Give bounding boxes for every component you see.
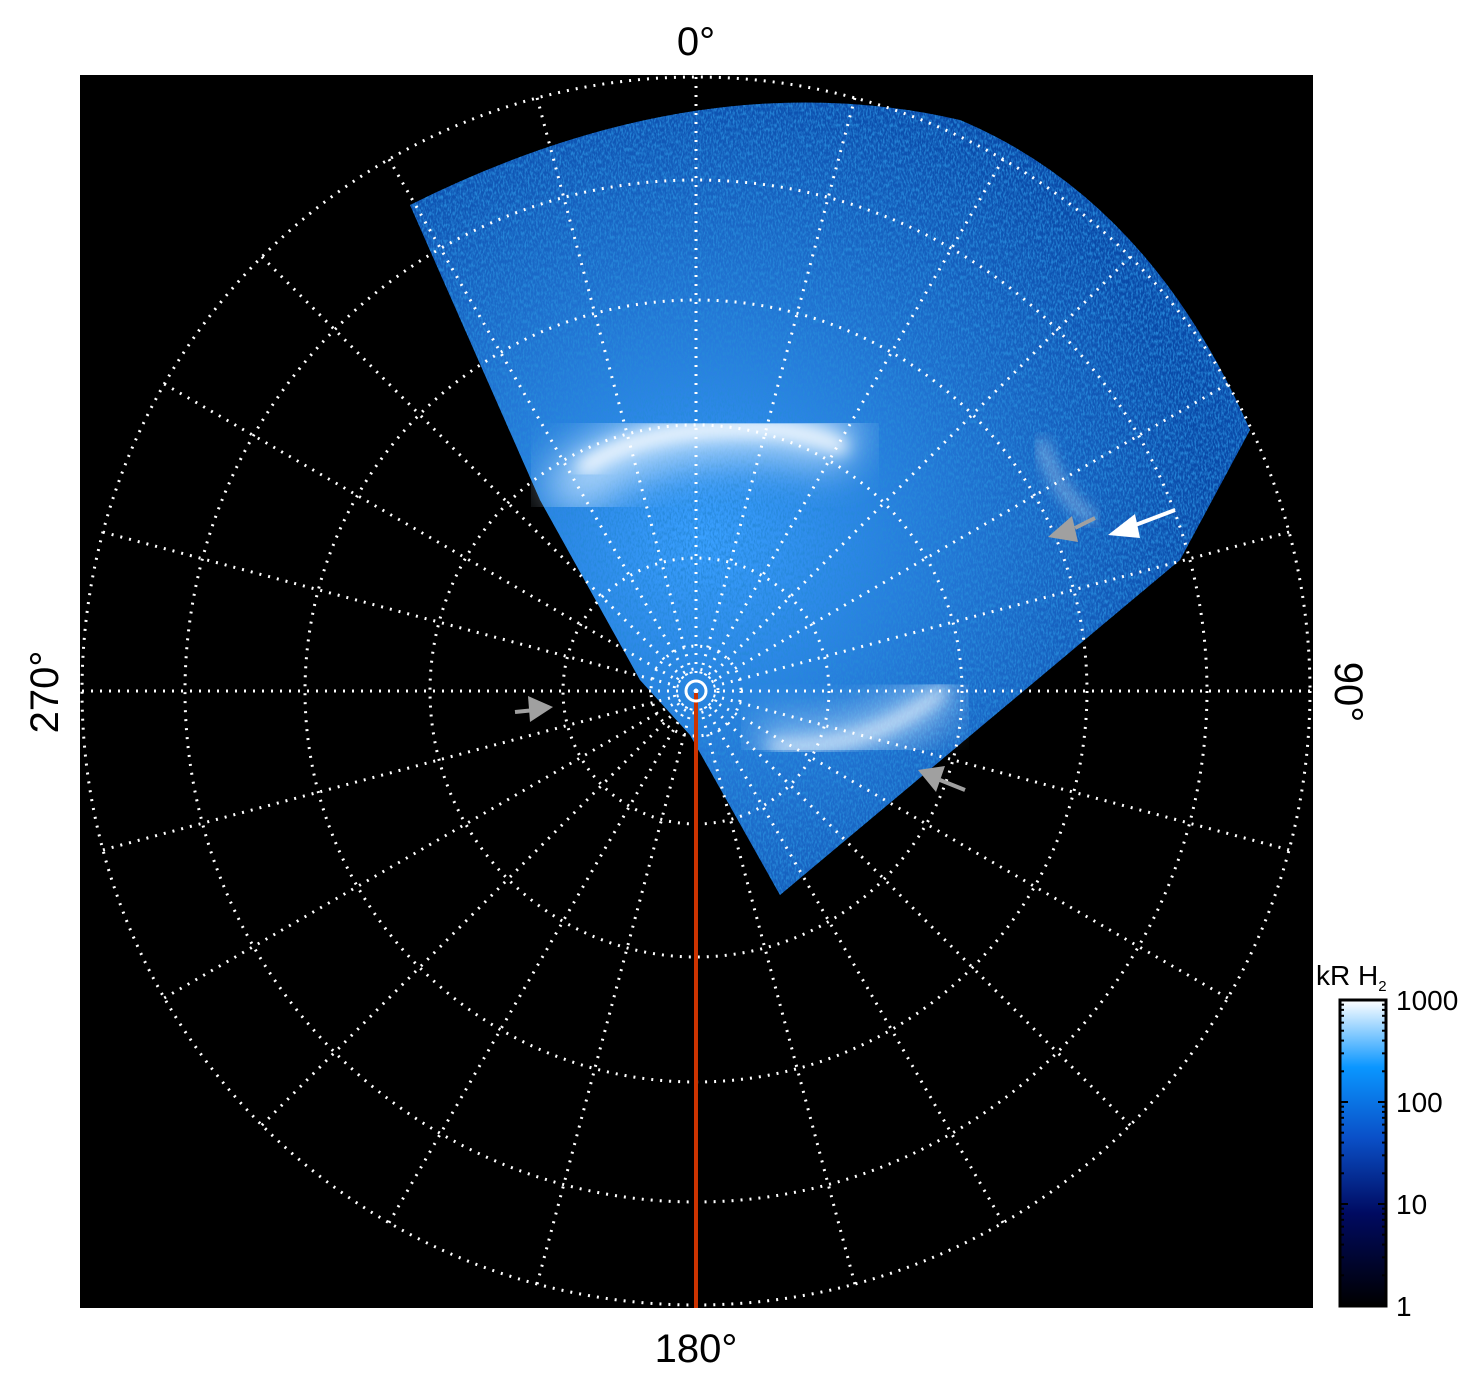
arrows (514, 508, 1176, 792)
colorbar-gradient (1338, 998, 1388, 1308)
colorbar: kR H2 1 10 100 1000 (1316, 960, 1458, 1322)
meridian-line (535, 96, 698, 692)
meridian-line (101, 530, 697, 693)
meridian-line (162, 382, 697, 693)
meridian-line (387, 157, 698, 692)
meridian-line (260, 689, 698, 1127)
meridian-line (694, 690, 1005, 1225)
colorbar-tick-label: 1 (1396, 1291, 1412, 1322)
arrow-gray-3 (514, 696, 553, 722)
angle-label-180: 180° (655, 1327, 738, 1371)
meridian-line (260, 255, 698, 693)
meridian-line (387, 690, 698, 1225)
meridian-line (162, 689, 697, 1000)
emission-noise (410, 102, 1250, 895)
meridian-line (695, 689, 1230, 1000)
arrow-gray-2 (918, 766, 966, 792)
colorbar-label-text: kR H (1316, 960, 1378, 991)
colorbar-tick-label: 1000 (1396, 985, 1458, 1016)
angle-label-270: 270° (23, 651, 67, 734)
colorbar-ticks: 1 10 100 1000 (1340, 985, 1458, 1322)
colorbar-label-subscript: 2 (1378, 978, 1386, 995)
meridian-line (695, 689, 1291, 852)
angle-label-90: 90° (1326, 662, 1370, 723)
colorbar-tick-label: 100 (1396, 1087, 1443, 1118)
meridian-line (694, 96, 857, 692)
latitude-ring (428, 423, 964, 959)
meridian-line (694, 255, 1132, 693)
meridian-line (101, 689, 697, 852)
meridian-line (695, 530, 1291, 693)
pole-marker (684, 679, 708, 703)
angle-label-0: 0° (677, 20, 715, 64)
arrow-gray-1 (1048, 516, 1096, 542)
colorbar-label: kR H2 (1316, 960, 1387, 995)
meridian-line (695, 382, 1230, 693)
meridian-line (694, 689, 1132, 1127)
latitude-ring (672, 667, 720, 715)
meridian-line (694, 157, 1005, 692)
arrow-white (1108, 508, 1176, 538)
main-oval-emission (541, 404, 1097, 760)
meridian-line (694, 690, 857, 1286)
meridian-line (535, 690, 698, 1286)
colorbar-tick-label: 10 (1396, 1189, 1427, 1220)
